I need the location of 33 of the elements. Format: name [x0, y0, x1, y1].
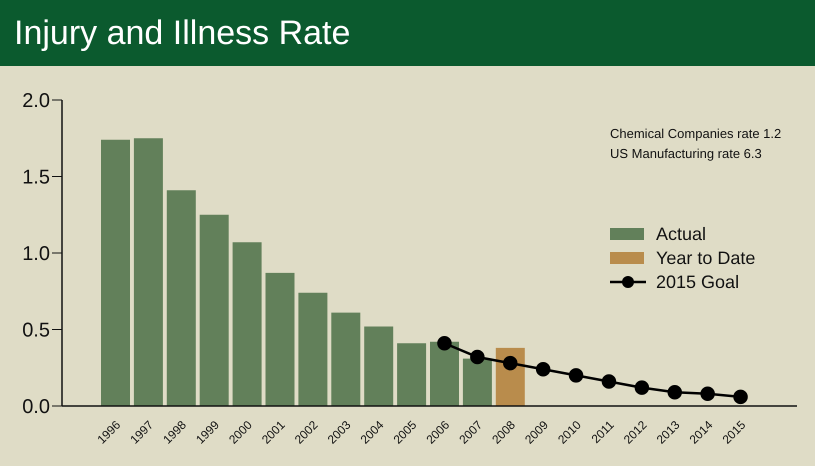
legend-label: Actual — [656, 224, 706, 244]
point — [668, 384, 682, 400]
y-tick-label: 1.5 — [22, 166, 50, 189]
bar — [134, 138, 163, 406]
bar — [364, 326, 394, 406]
point — [700, 386, 715, 402]
y-tick-label: 1.0 — [22, 243, 50, 266]
point — [536, 362, 550, 377]
annotation: Chemical Companies rate 1.2 — [610, 125, 782, 143]
bar — [462, 358, 492, 406]
bar — [200, 214, 229, 406]
point — [602, 374, 616, 389]
bar — [166, 190, 196, 406]
bar — [397, 343, 426, 406]
y-tick-label: 0.5 — [22, 320, 50, 342]
point — [437, 336, 452, 351]
point — [568, 368, 584, 383]
bar — [298, 292, 328, 406]
bar — [430, 342, 459, 406]
y-tick-label: 2.0 — [22, 90, 50, 112]
chart-title: Injury and Illness Rate — [0, 0, 815, 66]
point — [634, 380, 650, 395]
point — [503, 356, 518, 370]
y-tick-label: 0.0 — [22, 396, 50, 418]
bar — [101, 140, 130, 406]
point — [733, 390, 748, 404]
bar — [266, 272, 294, 406]
bar — [232, 242, 262, 406]
point — [470, 350, 485, 364]
annotation: US Manufacturing rate 6.3 — [610, 145, 763, 163]
legend-label: 2015 Goal — [656, 272, 740, 292]
bar — [331, 312, 360, 406]
legend-label: Year to Date — [656, 248, 756, 268]
